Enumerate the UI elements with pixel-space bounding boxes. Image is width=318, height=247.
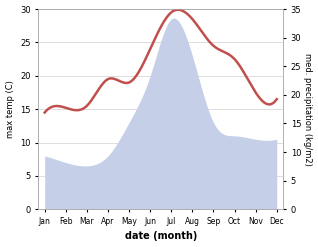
Y-axis label: max temp (C): max temp (C) [5, 80, 15, 138]
X-axis label: date (month): date (month) [125, 231, 197, 242]
Y-axis label: med. precipitation (kg/m2): med. precipitation (kg/m2) [303, 53, 313, 165]
